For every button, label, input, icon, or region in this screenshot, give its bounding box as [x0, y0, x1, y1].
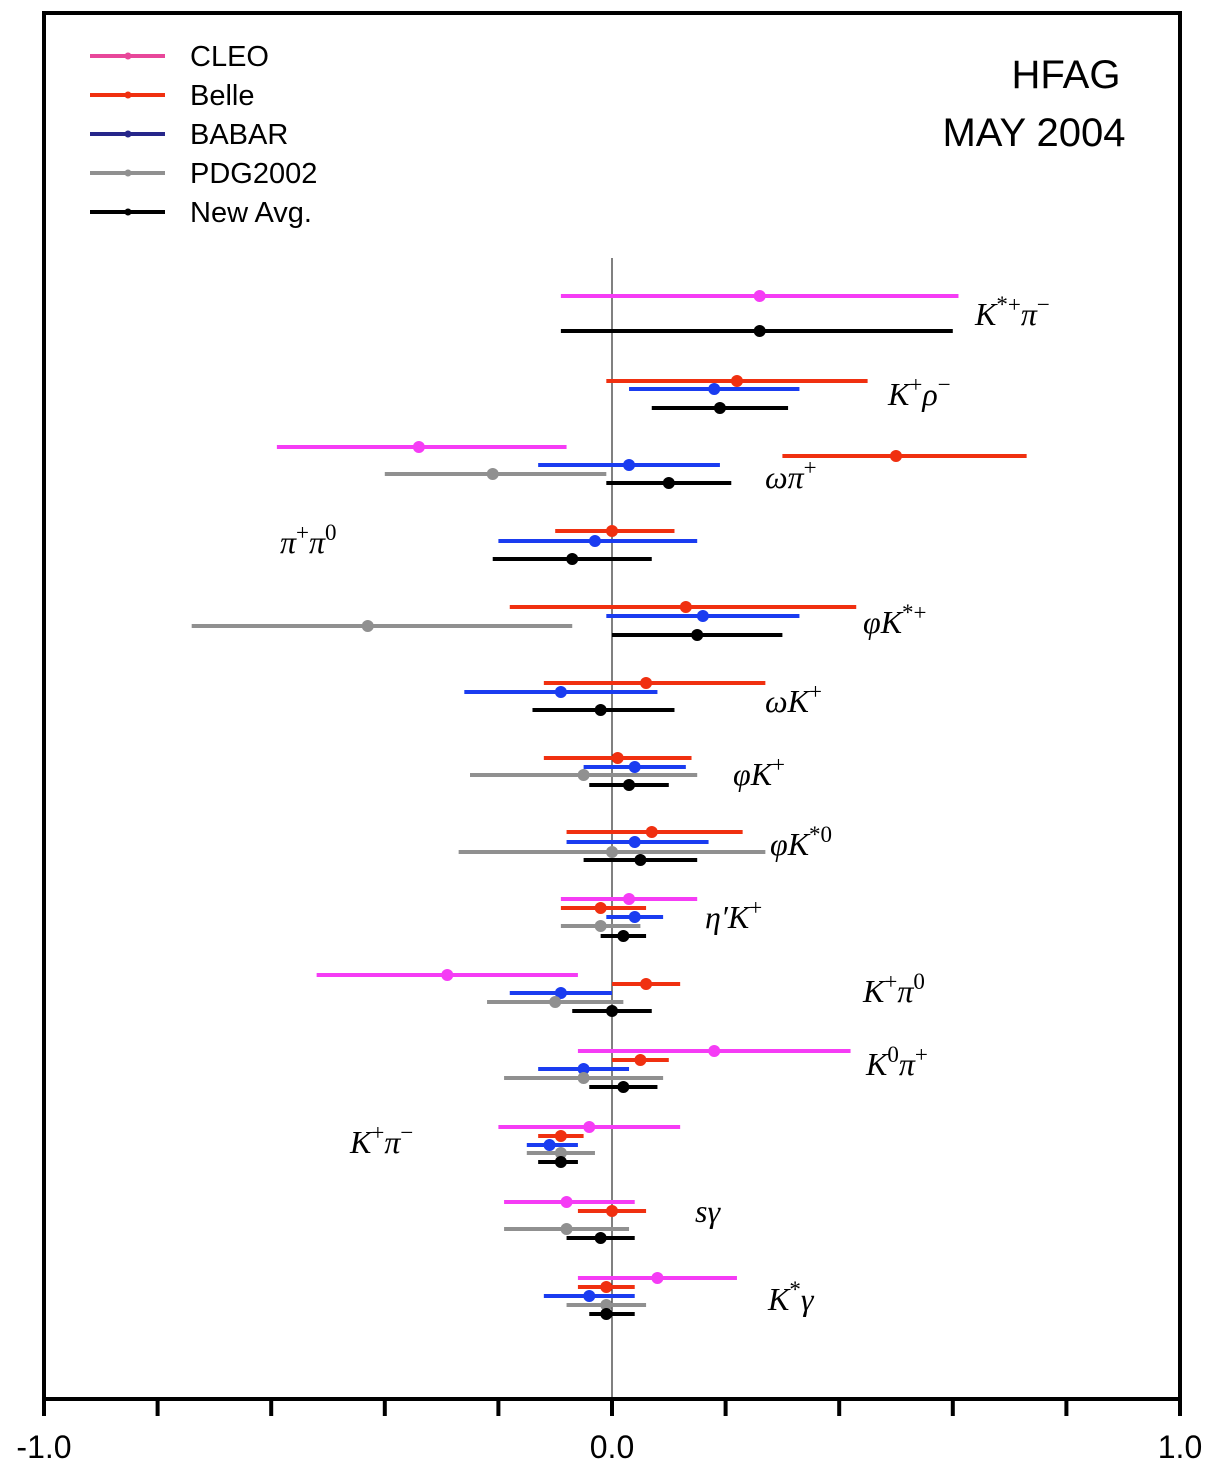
legend-label: PDG2002 [190, 158, 317, 190]
decay-mode-label: ωK+ [765, 679, 822, 719]
central-value-point [412, 441, 425, 453]
central-value-point [554, 1156, 567, 1168]
central-value-point [577, 769, 590, 781]
central-value-point [588, 535, 601, 547]
central-value-point [696, 610, 709, 622]
central-value-point [577, 1063, 590, 1075]
central-value-point [691, 629, 704, 641]
central-value-point [606, 525, 618, 537]
decay-mode-labels: K*+π− K+ρ− ωπ+ π+π0 φK*+ ωK+ φK+ φK*0η′K+ K+π0 K0… [280, 292, 1050, 1317]
central-value-point [623, 779, 636, 791]
legend-marker [124, 52, 132, 60]
decay-mode-label: K*γ [767, 1277, 815, 1317]
decay-mode-label: K+ρ− [887, 372, 951, 412]
central-value-point [441, 969, 454, 981]
central-value-point [361, 620, 374, 632]
decay-mode-label: sγ [695, 1193, 721, 1229]
central-value-point [600, 1308, 613, 1320]
decay-mode-label: φK*0 [770, 822, 832, 862]
central-value-point [753, 325, 766, 337]
central-value-point [560, 1223, 573, 1235]
x-tick-label: 0.0 [590, 1429, 634, 1463]
decay-mode-label: K*+π− [974, 292, 1050, 332]
central-value-point [679, 601, 692, 613]
central-value-point [708, 1045, 721, 1057]
legend-marker [124, 91, 132, 99]
central-value-point [645, 826, 658, 838]
central-value-point [628, 761, 641, 773]
decay-mode-label: π+π0 [280, 520, 337, 560]
error-bars [191, 290, 1027, 1320]
x-tick-label: 1.0 [1158, 1429, 1202, 1463]
central-value-point [560, 1196, 573, 1208]
central-value-point [651, 1272, 664, 1284]
central-value-point [606, 846, 618, 858]
central-value-point [617, 930, 630, 942]
central-value-point [611, 752, 624, 764]
hfag-watermark-line2: MAY 2004 [942, 111, 1125, 155]
legend-marker [124, 169, 132, 177]
central-value-point [890, 450, 902, 462]
central-value-point [554, 1147, 567, 1159]
legend-label: New Avg. [190, 197, 312, 229]
central-value-point [617, 1081, 630, 1093]
central-value-point [606, 1005, 618, 1017]
decay-mode-label: φK+ [733, 752, 785, 792]
central-value-point [753, 290, 766, 302]
decay-mode-label: ωπ+ [765, 455, 817, 495]
decay-mode-label: K+π− [349, 1120, 413, 1160]
central-value-point [554, 987, 567, 999]
central-value-point [634, 854, 647, 866]
central-value-point [566, 553, 579, 565]
central-value-point [486, 468, 499, 480]
central-value-point [583, 1121, 596, 1133]
central-value-point [713, 402, 726, 414]
central-value-point [662, 477, 675, 489]
central-value-point [549, 996, 562, 1008]
central-value-point [640, 978, 653, 990]
central-value-point [594, 920, 607, 932]
hfag-watermark-line1: HFAG [1012, 53, 1121, 97]
central-value-point [730, 375, 743, 387]
central-value-point [594, 1232, 607, 1244]
central-value-point [554, 686, 567, 698]
decay-mode-label: K+π0 [862, 969, 925, 1009]
legend: CLEO Belle BABAR PDG2002 New Avg. [90, 41, 317, 229]
x-tick-label: -1.0 [16, 1429, 71, 1463]
central-value-point [623, 459, 636, 471]
x-axis: -1.0 0.0 1.0 [16, 1399, 1202, 1463]
central-value-point [577, 1072, 590, 1084]
central-value-point [543, 1139, 556, 1151]
central-value-point [583, 1290, 596, 1302]
central-value-point [600, 1281, 613, 1293]
central-value-point [628, 836, 641, 848]
central-value-point [554, 1130, 567, 1142]
legend-label: BABAR [190, 119, 288, 151]
legend-label: CLEO [190, 41, 269, 73]
central-value-point [594, 704, 607, 716]
decay-mode-label: η′K+ [705, 895, 762, 935]
central-value-point [628, 911, 641, 923]
legend-marker [124, 208, 132, 216]
central-value-point [600, 1299, 613, 1311]
central-value-point [634, 1054, 647, 1066]
legend-label: Belle [190, 80, 255, 112]
central-value-point [623, 893, 636, 905]
decay-mode-label: K0π+ [865, 1042, 928, 1082]
legend-marker [124, 130, 132, 138]
central-value-point [606, 1205, 618, 1217]
decay-mode-label: φK*+ [863, 600, 927, 640]
central-value-point [708, 383, 721, 395]
central-value-point [640, 677, 653, 689]
central-value-point [594, 902, 607, 914]
